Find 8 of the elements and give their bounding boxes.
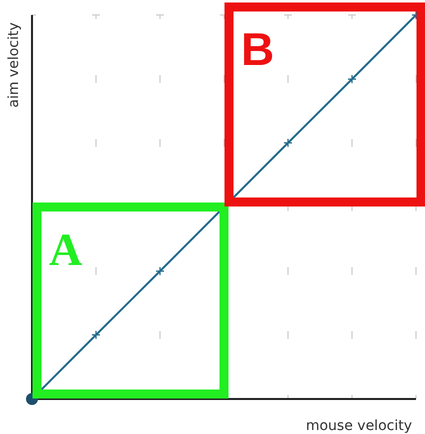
point xyxy=(347,74,357,84)
point xyxy=(91,330,101,340)
point xyxy=(155,266,165,276)
y-axis-title: aim velocity xyxy=(6,22,22,108)
x-axis-title: mouse velocity xyxy=(306,418,412,434)
annotation: B xyxy=(241,23,274,75)
annotation: A xyxy=(49,224,82,275)
point xyxy=(283,138,293,148)
